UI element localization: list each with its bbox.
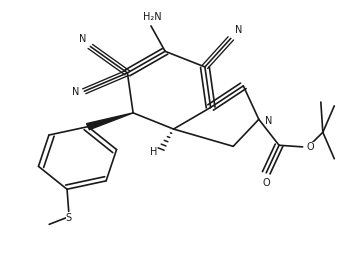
Text: N: N: [235, 25, 242, 35]
Text: N: N: [265, 116, 272, 126]
Text: S: S: [66, 213, 72, 223]
Text: H: H: [150, 147, 157, 157]
Polygon shape: [87, 113, 133, 130]
Text: O: O: [263, 178, 270, 188]
Text: N: N: [72, 87, 80, 97]
Text: H₂N: H₂N: [143, 12, 162, 22]
Text: O: O: [307, 142, 314, 152]
Text: N: N: [79, 34, 86, 44]
